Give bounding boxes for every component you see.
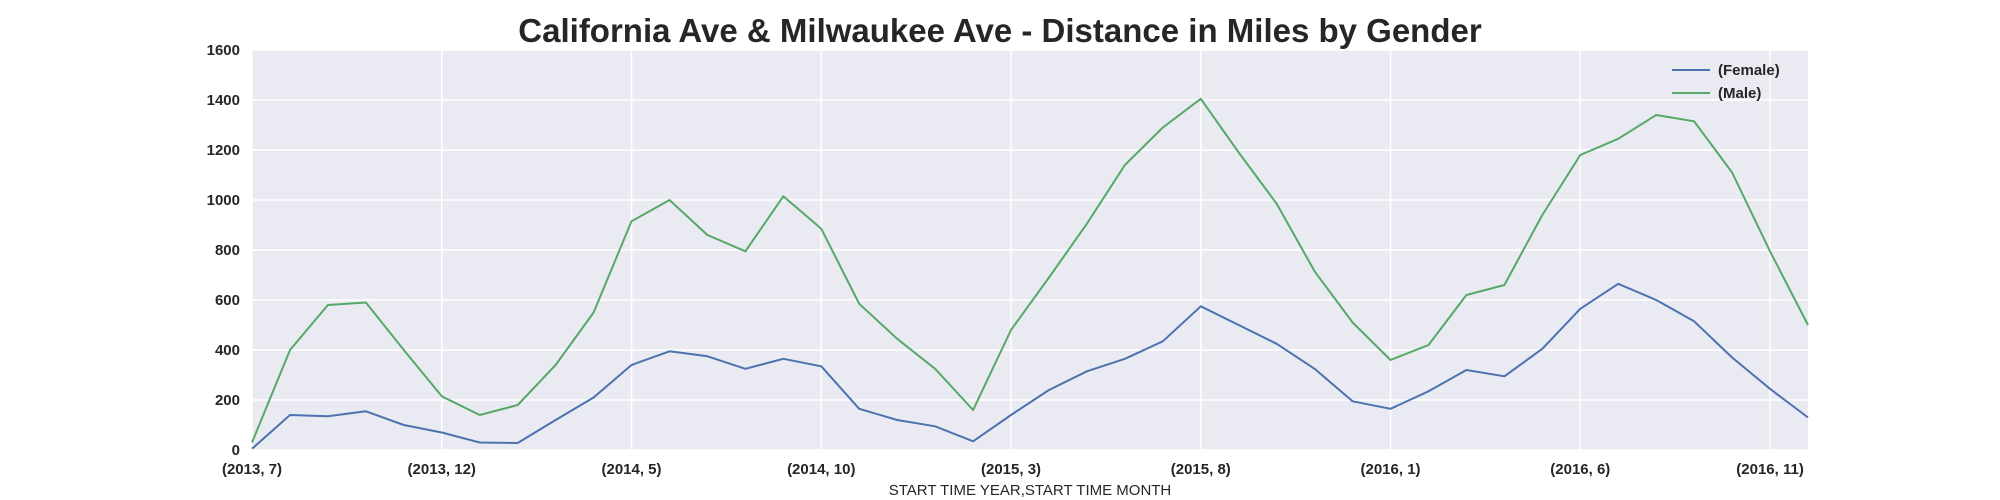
series-lines <box>251 97 1809 450</box>
x-tick-label: (2015, 3) <box>981 461 1041 478</box>
x-tick-label: (2016, 11) <box>1736 461 1804 478</box>
grid-lines <box>251 49 1808 451</box>
y-tick-label: 1600 <box>207 42 240 59</box>
y-tick-label: 600 <box>215 292 240 309</box>
x-axis-label: START TIME YEAR,START TIME MONTH <box>889 482 1172 499</box>
y-axis-ticks: 0 200 400 600 800 1000 1200 1400 1600 <box>207 42 240 459</box>
x-tick-label: (2013, 12) <box>408 461 476 478</box>
y-tick-label: 0 <box>232 442 240 459</box>
y-tick-label: 1400 <box>207 92 240 109</box>
chart-title: California Ave & Milwaukee Ave - Distanc… <box>518 12 1482 49</box>
y-tick-label: 1000 <box>207 192 240 209</box>
y-tick-label: 800 <box>215 242 240 259</box>
x-tick-label: (2016, 6) <box>1550 461 1610 478</box>
x-tick-label: (2014, 5) <box>601 461 661 478</box>
x-tick-label: (2013, 7) <box>222 461 282 478</box>
x-axis-ticks: (2013, 7) (2013, 12) (2014, 5) (2014, 10) (2… <box>222 461 1804 478</box>
series-line-female <box>251 282 1809 450</box>
legend-label: (Male) <box>1718 85 1761 102</box>
legend: (Female) (Male) <box>1672 62 1780 102</box>
series-line-male <box>251 97 1809 443</box>
x-tick-label: (2016, 1) <box>1361 461 1421 478</box>
y-tick-label: 400 <box>215 342 240 359</box>
y-tick-label: 1200 <box>207 142 240 159</box>
x-tick-label: (2014, 10) <box>787 461 855 478</box>
x-tick-label: (2015, 8) <box>1171 461 1231 478</box>
legend-label: (Female) <box>1718 62 1780 79</box>
y-tick-label: 200 <box>215 392 240 409</box>
